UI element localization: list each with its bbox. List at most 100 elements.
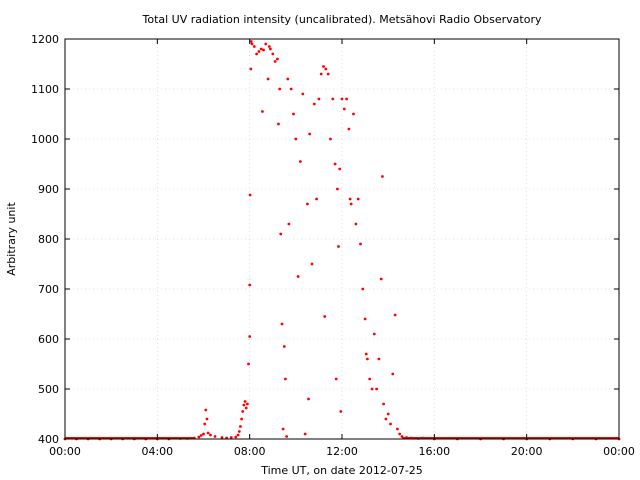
data-point [306,202,309,206]
data-point [249,67,253,71]
y-tick-label: 1100 [31,83,59,96]
data-point [384,417,388,421]
data-point [239,425,242,428]
data-point [286,77,290,81]
data-points [63,40,621,441]
data-point [234,435,238,439]
data-point [213,435,217,438]
data-point [229,436,233,439]
data-point [370,387,374,391]
data-point [296,275,300,278]
data-point [236,433,240,437]
data-point [276,57,279,61]
data-point [349,202,353,206]
data-point [340,97,344,101]
data-point [381,175,384,178]
data-point [391,372,395,376]
data-point [348,197,352,201]
data-point [324,67,328,71]
data-point [248,283,252,287]
data-point [338,167,342,171]
data-point [317,97,321,101]
x-tick-label: 04:00 [141,445,173,458]
y-tick-label: 400 [38,433,59,446]
data-point [241,410,245,413]
y-tick-label: 1200 [31,33,59,46]
data-point [336,187,339,191]
data-point [257,50,261,53]
data-point [205,417,209,421]
x-tick-label: 12:00 [326,445,358,458]
x-tick-label: 16:00 [418,445,450,458]
data-point [359,242,362,246]
data-point [264,42,268,46]
data-point [356,197,360,201]
data-point [247,362,250,366]
data-point [389,422,392,426]
axis-ticks: 00:00 04:00 08:00 12:00 16:00 20:00 00:0040050… [31,33,635,458]
data-point [273,60,277,63]
data-point [209,433,212,437]
data-point [308,132,312,136]
data-point [398,432,402,436]
data-point [262,48,265,52]
data-point [242,403,246,407]
data-point [206,431,210,435]
data-point [303,432,307,436]
data-point [292,112,295,116]
data-point [361,287,365,291]
x-tick-label: 20:00 [511,445,543,458]
data-point [377,357,381,361]
data-point [337,245,340,248]
y-tick-label: 500 [38,383,59,396]
data-point [310,262,314,266]
data-point [319,72,323,76]
data-point [347,127,351,131]
data-point [199,434,203,437]
data-point [322,65,325,68]
data-point [277,122,280,126]
data-point [323,315,327,318]
data-point [246,402,249,406]
data-point [220,436,224,439]
y-tick-label: 700 [38,283,59,296]
x-tick-label: 08:00 [234,445,266,458]
data-point [329,137,332,141]
data-point [266,77,270,81]
y-tick-label: 900 [38,183,59,196]
y-tick-label: 600 [38,333,59,346]
data-point [386,412,390,416]
data-point [269,47,272,51]
data-point [280,322,284,326]
y-tick-label: 1000 [31,133,59,146]
x-axis-label: Time UT, on date 2012-07-25 [260,464,423,477]
data-point [204,408,208,412]
data-point [284,377,287,381]
data-point [203,422,207,426]
data-point [331,97,335,101]
grid-lines [65,39,619,439]
y-tick-label: 800 [38,233,59,246]
data-point [354,222,358,226]
data-point [255,52,258,56]
data-point [366,357,369,361]
data-point [364,352,368,356]
data-point [244,406,248,410]
data-point [271,52,275,56]
data-point [259,47,263,51]
data-point [243,400,247,403]
data-point [342,107,346,111]
data-point [382,402,385,406]
data-point [278,87,282,91]
data-point [197,435,201,439]
data-point [289,87,293,91]
data-point [312,102,316,106]
data-point [396,427,399,431]
data-point [282,345,286,348]
data-point [240,417,244,421]
data-point [248,193,252,197]
data-point [339,410,343,413]
data-point [279,232,283,236]
data-point [249,40,253,43]
